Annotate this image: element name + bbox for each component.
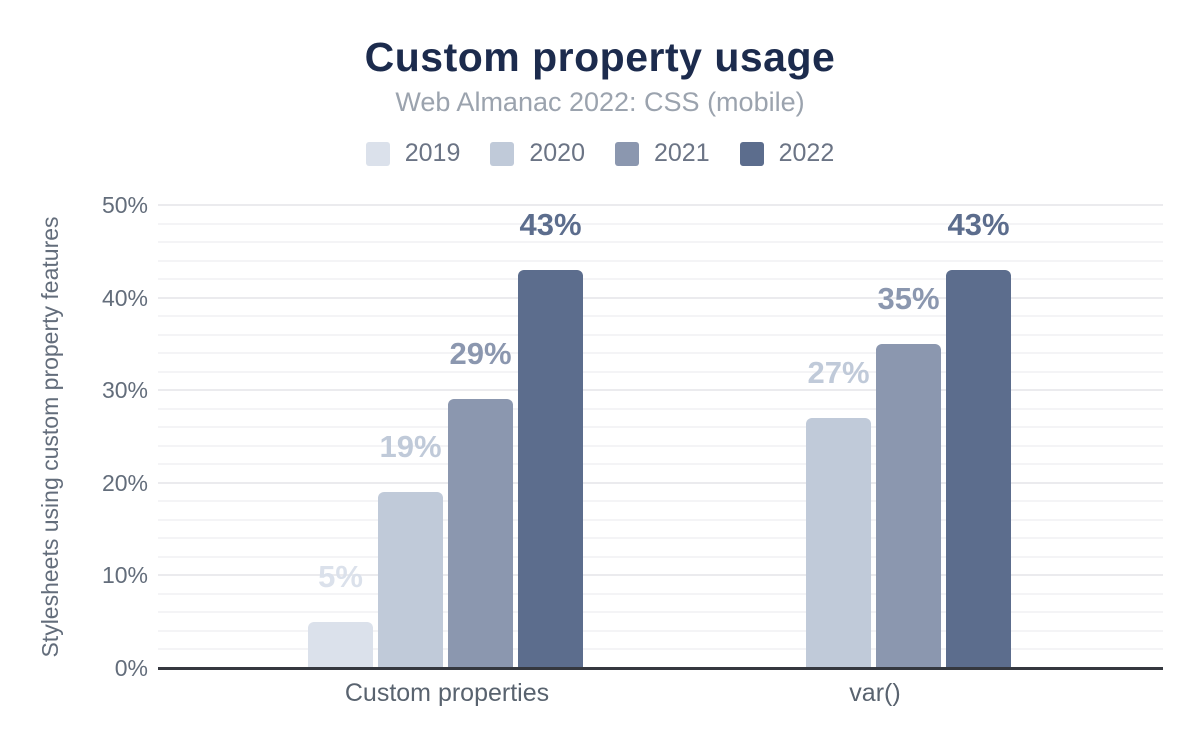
bar-value-label: 27% <box>807 354 870 390</box>
gridline-minor <box>158 463 1163 466</box>
gridline-major <box>158 204 1163 206</box>
gridline-minor <box>158 315 1163 318</box>
gridline-minor <box>158 352 1163 355</box>
gridline-minor <box>158 370 1163 373</box>
plot-area: 5% 19% 29% 43% 27% 35% 43% <box>158 204 1163 670</box>
bar-2022-custom-properties <box>518 269 583 668</box>
bar-value-label: 5% <box>318 558 363 594</box>
legend-item-2022: 2022 <box>739 139 835 168</box>
gridline-minor <box>158 537 1163 540</box>
chart-title: Custom property usage <box>364 34 836 80</box>
y-tick-label: 10% <box>101 562 148 589</box>
gridline-major <box>158 389 1163 392</box>
bar-value-label: 29% <box>449 336 512 372</box>
y-tick-label: 40% <box>101 284 148 311</box>
bar-value-label: 43% <box>947 206 1010 242</box>
gridline-minor <box>158 629 1163 632</box>
gridline-minor <box>158 444 1163 447</box>
y-axis-title: Stylesheets using custom property featur… <box>37 216 63 658</box>
gridline-major <box>158 296 1163 299</box>
bar-value-label: 43% <box>519 206 582 242</box>
legend: 2019 2020 2021 2022 <box>0 139 1200 168</box>
legend-label: 2021 <box>654 139 710 167</box>
gridline-minor <box>158 426 1163 429</box>
legend-item-2021: 2021 <box>615 139 710 168</box>
bar-2021-var- <box>876 343 941 668</box>
bar-2021-custom-properties <box>448 399 513 668</box>
y-tick-label: 20% <box>101 469 148 496</box>
bar-2019-custom-properties <box>308 621 373 668</box>
gridline-minor <box>158 648 1163 651</box>
legend-label: 2020 <box>529 139 585 167</box>
gridline-minor <box>158 241 1163 244</box>
bar-2022-var- <box>946 269 1011 668</box>
gridline-major <box>158 481 1163 484</box>
gridline-minor <box>158 555 1163 558</box>
bar-2020-custom-properties <box>378 492 443 668</box>
y-tick-label: 30% <box>101 377 148 404</box>
gridline-minor <box>158 278 1163 281</box>
gridline-minor <box>158 500 1163 503</box>
legend-label: 2019 <box>404 139 461 167</box>
bar-value-label: 19% <box>379 429 442 465</box>
legend-swatch-icon <box>490 141 515 166</box>
legend-swatch-icon <box>365 141 390 166</box>
gridline-major <box>158 574 1163 577</box>
gridline-minor <box>158 222 1163 225</box>
x-category-label: Custom properties <box>344 679 550 707</box>
gridline-minor <box>158 611 1163 614</box>
bar-value-label: 35% <box>877 280 940 316</box>
x-axis-line <box>158 667 1163 670</box>
legend-label: 2022 <box>778 139 835 167</box>
y-tick-label: 0% <box>114 655 148 681</box>
gridline-minor <box>158 592 1163 595</box>
gridline-minor <box>158 407 1163 410</box>
legend-swatch-icon <box>739 141 764 166</box>
gridline-minor <box>158 518 1163 521</box>
chart-subtitle: Web Almanac 2022: CSS (mobile) <box>395 87 805 117</box>
legend-item-2020: 2020 <box>490 139 585 168</box>
gridline-minor <box>158 259 1163 262</box>
gridline-minor <box>158 333 1163 336</box>
legend-item-2019: 2019 <box>365 139 461 168</box>
bar-2020-var- <box>806 417 871 668</box>
y-tick-label: 50% <box>101 192 148 218</box>
x-category-label: var() <box>849 679 901 707</box>
legend-swatch-icon <box>615 141 639 166</box>
